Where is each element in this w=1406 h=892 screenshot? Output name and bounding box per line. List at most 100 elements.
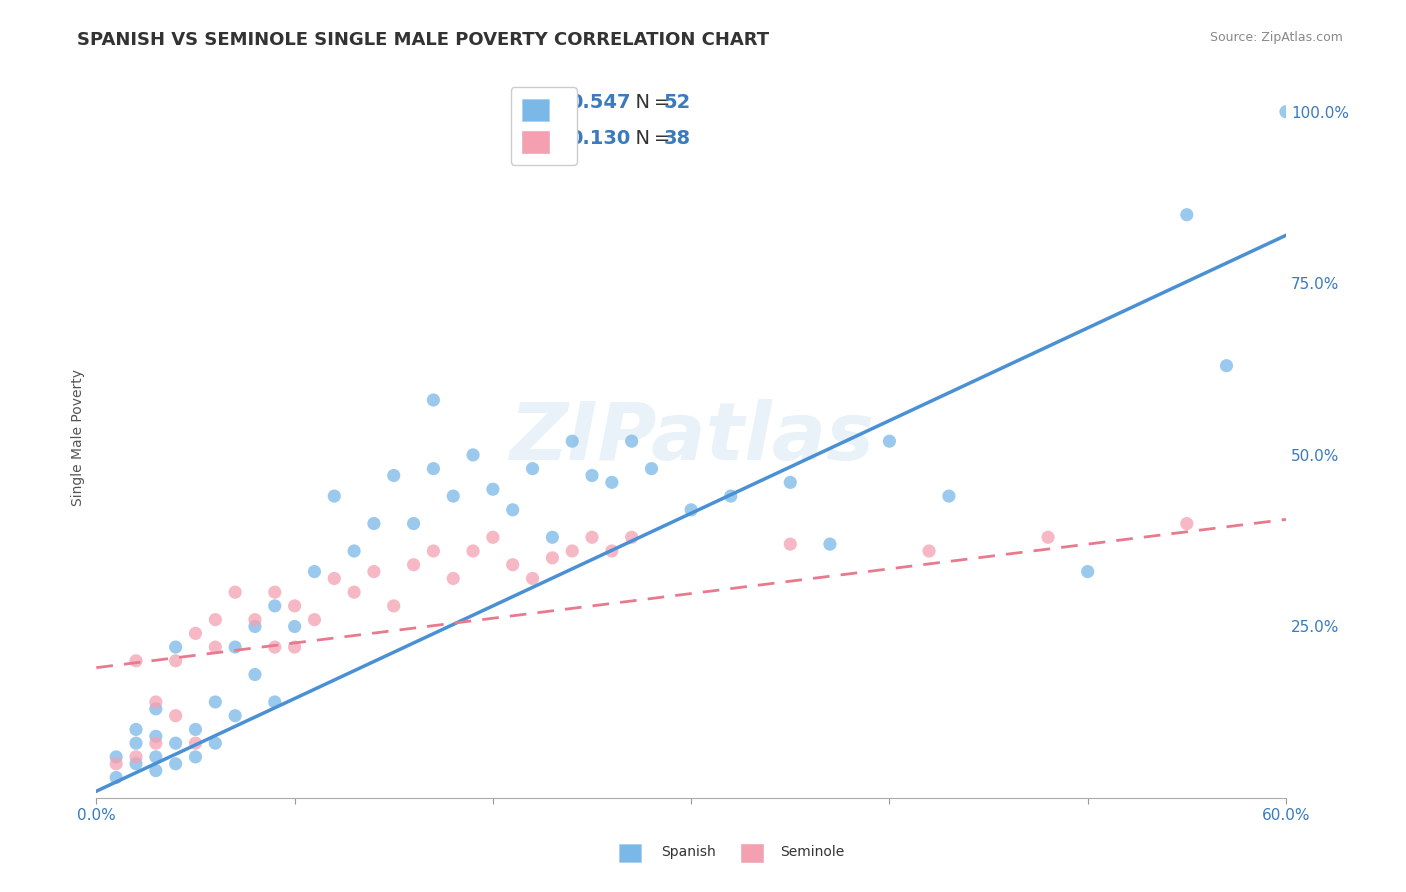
Point — [243, 619, 266, 633]
Point — [105, 756, 128, 771]
Text: 38: 38 — [664, 129, 690, 148]
Point — [184, 736, 207, 750]
Text: R =: R = — [530, 129, 568, 148]
Point — [402, 516, 425, 531]
Point — [184, 723, 207, 737]
Text: 0.547: 0.547 — [568, 93, 630, 112]
Point — [561, 434, 583, 449]
Text: Spanish: Spanish — [661, 845, 716, 859]
Point — [165, 640, 187, 654]
Point — [779, 475, 801, 490]
Point — [402, 558, 425, 572]
Point — [323, 489, 346, 503]
Point — [243, 667, 266, 681]
Point — [145, 695, 167, 709]
Text: Seminole: Seminole — [780, 845, 845, 859]
Point — [441, 489, 464, 503]
Point — [1215, 359, 1237, 373]
Point — [681, 503, 703, 517]
Point — [620, 530, 643, 544]
Point — [184, 626, 207, 640]
Point — [461, 544, 484, 558]
Point — [125, 756, 148, 771]
Point — [1036, 530, 1059, 544]
Point — [145, 736, 167, 750]
Point — [263, 599, 285, 613]
Point — [204, 613, 226, 627]
Text: N =: N = — [616, 93, 675, 112]
Point — [323, 571, 346, 585]
Text: SPANISH VS SEMINOLE SINGLE MALE POVERTY CORRELATION CHART: SPANISH VS SEMINOLE SINGLE MALE POVERTY … — [77, 31, 769, 49]
Text: Source: ZipAtlas.com: Source: ZipAtlas.com — [1209, 31, 1343, 45]
Point — [720, 489, 742, 503]
Text: N =: N = — [616, 129, 675, 148]
Point — [224, 640, 246, 654]
Point — [461, 448, 484, 462]
Point — [304, 565, 326, 579]
Point — [541, 550, 564, 565]
Point — [243, 613, 266, 627]
Point — [640, 461, 662, 475]
Point — [343, 544, 366, 558]
Point — [779, 537, 801, 551]
Point — [918, 544, 941, 558]
Point — [184, 750, 207, 764]
Point — [938, 489, 960, 503]
Point — [204, 736, 226, 750]
Point — [600, 475, 623, 490]
Text: 0.130: 0.130 — [568, 129, 630, 148]
Point — [1175, 208, 1198, 222]
Point — [441, 571, 464, 585]
Point — [1275, 104, 1298, 119]
Text: 52: 52 — [664, 93, 690, 112]
Point — [422, 544, 444, 558]
Point — [363, 565, 385, 579]
Point — [422, 392, 444, 407]
Point — [482, 530, 505, 544]
Point — [818, 537, 841, 551]
Point — [343, 585, 366, 599]
Point — [105, 750, 128, 764]
Point — [522, 461, 544, 475]
Y-axis label: Single Male Poverty: Single Male Poverty — [72, 369, 86, 507]
Point — [263, 640, 285, 654]
Point — [224, 585, 246, 599]
Point — [1077, 565, 1099, 579]
Text: ZIPatlas: ZIPatlas — [509, 399, 873, 476]
Point — [284, 619, 307, 633]
Point — [165, 708, 187, 723]
Point — [304, 613, 326, 627]
Point — [125, 654, 148, 668]
Point — [502, 558, 524, 572]
Point — [482, 482, 505, 496]
Point — [284, 599, 307, 613]
Text: R =: R = — [530, 93, 568, 112]
Point — [224, 708, 246, 723]
Point — [382, 599, 405, 613]
Point — [382, 468, 405, 483]
Point — [165, 736, 187, 750]
Point — [541, 530, 564, 544]
Point — [145, 764, 167, 778]
Point — [204, 695, 226, 709]
Point — [581, 530, 603, 544]
Point — [581, 468, 603, 483]
Point — [263, 695, 285, 709]
Point — [204, 640, 226, 654]
Point — [561, 544, 583, 558]
Point — [125, 723, 148, 737]
Point — [600, 544, 623, 558]
Point — [284, 640, 307, 654]
Point — [165, 756, 187, 771]
Point — [879, 434, 901, 449]
Point — [145, 750, 167, 764]
Point — [422, 461, 444, 475]
Point — [125, 736, 148, 750]
Point — [620, 434, 643, 449]
Point — [145, 702, 167, 716]
Point — [145, 729, 167, 743]
Point — [522, 571, 544, 585]
Point — [263, 585, 285, 599]
Point — [363, 516, 385, 531]
Point — [125, 750, 148, 764]
